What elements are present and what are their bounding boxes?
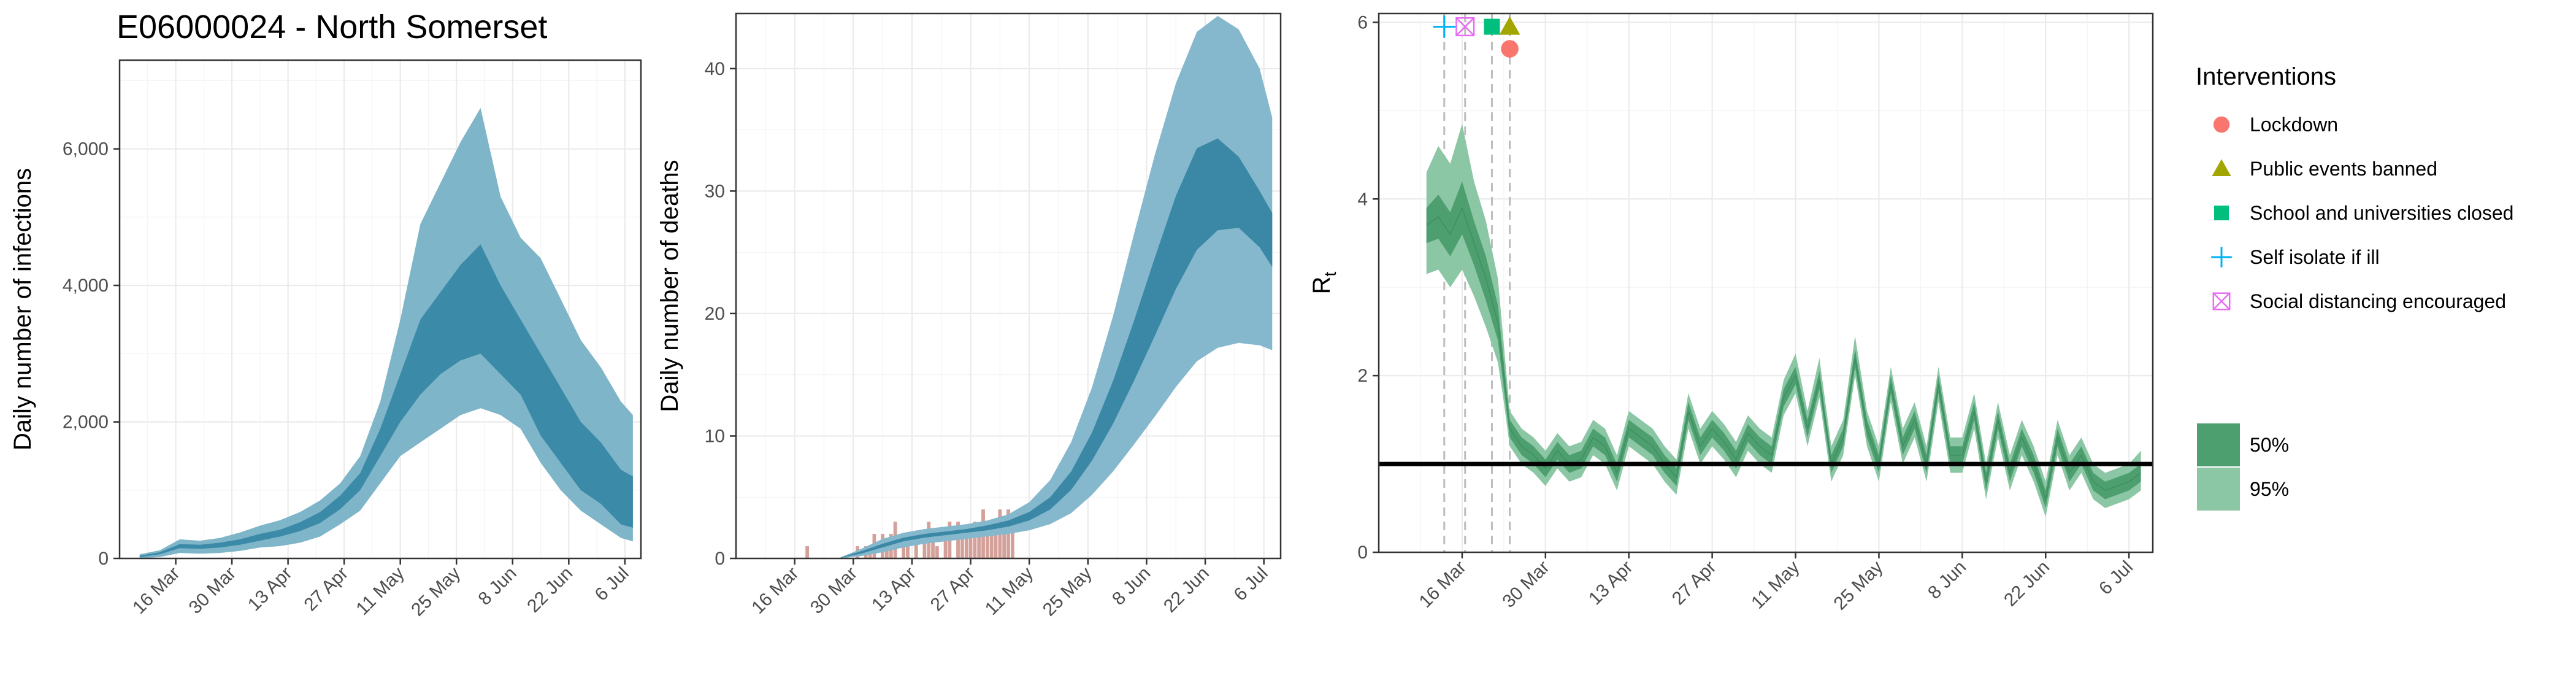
y-tick-label: 4,000	[63, 276, 109, 296]
intervention-marker	[1433, 15, 1455, 38]
y-tick-label: 0	[715, 549, 725, 569]
y-tick-label: 10	[705, 426, 725, 446]
y-tick-label: 6,000	[63, 139, 109, 160]
y-tick-label: 0	[98, 549, 109, 569]
y-axis: 0 10 20 30 40	[705, 59, 736, 569]
figure-title: E06000024 - North Somerset	[117, 9, 547, 45]
observed-death-bar	[964, 534, 968, 558]
observed-death-bar	[989, 534, 994, 558]
y-tick-label: 2	[1357, 366, 1368, 386]
legend-label: Lockdown	[2250, 114, 2338, 136]
y-tick-label: 4	[1357, 189, 1368, 209]
y-axis-title-subscript: t	[1321, 271, 1340, 276]
grid	[736, 14, 1281, 560]
legend-title: Interventions	[2196, 63, 2336, 90]
observed-death-bar	[1010, 522, 1014, 558]
legend-band-label: 95%	[2250, 478, 2289, 500]
rt-50-band	[1426, 181, 2141, 508]
observed-death-bar	[977, 534, 981, 558]
infections-95-band	[139, 107, 633, 558]
legend-label: Public events banned	[2250, 158, 2437, 180]
y-tick-label: 0	[1357, 542, 1368, 563]
deaths-50-band	[840, 138, 1273, 558]
legend-marker	[2212, 292, 2231, 311]
observed-death-bar	[805, 546, 810, 558]
plot-border	[735, 12, 1282, 560]
observed-death-bar	[943, 534, 948, 558]
y-axis-title-text: Daily number of infections	[9, 168, 36, 450]
intervention-marker	[1501, 40, 1519, 58]
intervention-marker	[1484, 18, 1500, 35]
y-axis-title: Daily number of infections	[9, 168, 36, 450]
intervention-markers	[1433, 15, 1520, 58]
legend-marker	[2211, 247, 2232, 268]
plot-border	[1378, 12, 2154, 554]
y-axis-title-text: Daily number of deaths	[656, 160, 683, 412]
y-tick-label: 2,000	[63, 412, 109, 433]
observed-death-bar	[935, 546, 939, 558]
deaths-95-band	[840, 16, 1273, 558]
y-tick-label: 20	[705, 304, 725, 324]
observed-death-bar	[922, 534, 927, 558]
y-axis-title-text: R	[1308, 276, 1335, 294]
observed-death-bar	[906, 546, 910, 558]
legend-marker	[2212, 159, 2231, 176]
observed-death-bar	[931, 534, 935, 558]
legend-band-swatch	[2197, 468, 2240, 511]
rt-median-line	[1426, 206, 2142, 501]
intervention-marker	[1499, 16, 1520, 35]
observed-death-bar	[1002, 522, 1006, 558]
observed-death-bar	[973, 522, 977, 558]
observed-death-bar	[885, 546, 889, 558]
observed-death-bar	[914, 534, 918, 558]
observed-death-bar	[968, 534, 973, 558]
y-axis-title: Rt	[1308, 271, 1340, 294]
legend: Interventions Lockdown Public events bann…	[2196, 63, 2513, 511]
observed-death-bar	[956, 522, 960, 558]
y-axis: 0 2,000 4,000 6,000	[63, 139, 120, 569]
observed-death-bar	[994, 522, 998, 558]
y-tick-label: 6	[1357, 12, 1368, 33]
legend-label: Self isolate if ill	[2250, 246, 2380, 268]
legend-items: Lockdown Public events banned School and u…	[2211, 114, 2513, 312]
legend-band-swatch	[2197, 423, 2240, 466]
plot-border	[118, 59, 642, 560]
intervention-marker	[1455, 17, 1475, 37]
infections-50-band	[139, 244, 633, 557]
legend-band-label: 50%	[2250, 434, 2289, 456]
legend-marker	[2213, 116, 2230, 133]
y-axis-title: Daily number of deaths	[656, 160, 683, 412]
observed-death-bar	[960, 534, 964, 558]
y-axis: 0 2 4 6	[1357, 12, 1379, 563]
legend-bands: 50% 95%	[2197, 423, 2289, 511]
legend-label: School and universities closed	[2250, 202, 2513, 224]
observed-death-bar	[985, 522, 989, 558]
legend-marker	[2214, 206, 2229, 220]
y-tick-label: 40	[705, 59, 725, 79]
y-tick-label: 30	[705, 181, 725, 201]
legend-label: Social distancing encouraged	[2250, 290, 2506, 312]
